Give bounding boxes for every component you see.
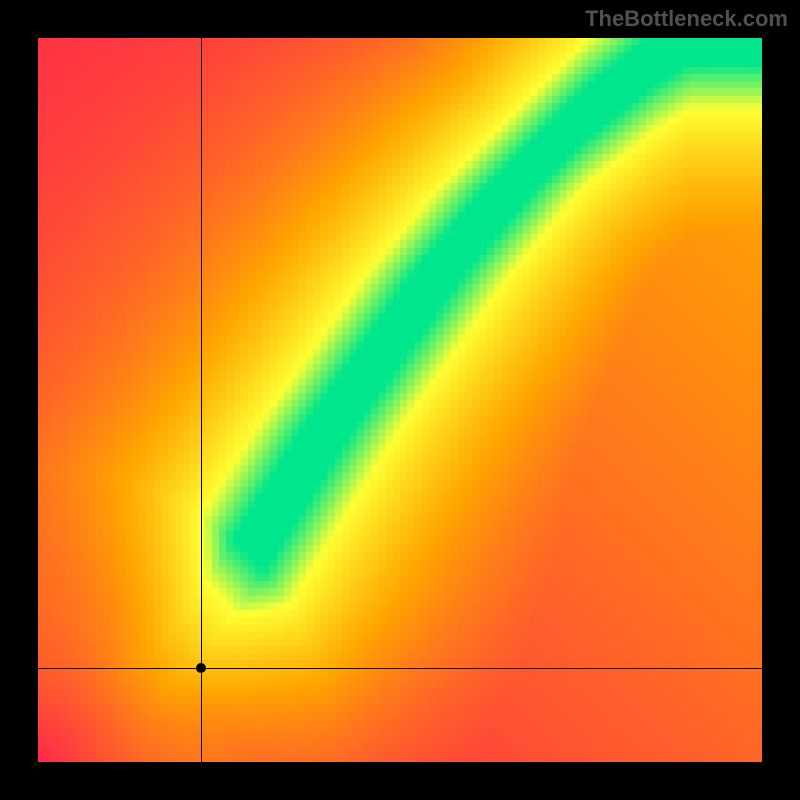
heatmap-plot <box>38 38 762 762</box>
heatmap-canvas <box>38 38 762 762</box>
crosshair-horizontal <box>38 668 762 669</box>
watermark-text: TheBottleneck.com <box>585 6 788 32</box>
crosshair-marker <box>196 663 206 673</box>
crosshair-vertical <box>201 38 202 762</box>
